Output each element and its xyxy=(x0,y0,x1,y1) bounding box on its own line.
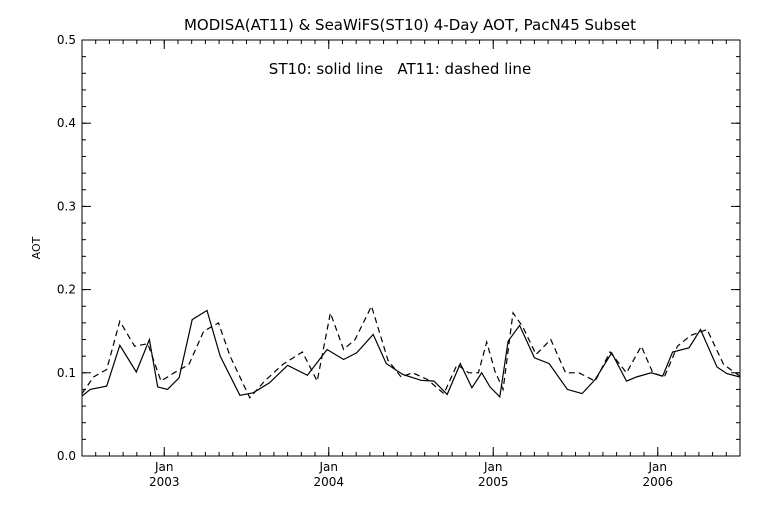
line-style-annotation: ST10: solid line AT11: dashed line xyxy=(269,60,531,78)
x-tick-year-label: 2004 xyxy=(313,475,344,489)
chart-title: MODISA(AT11) & SeaWiFS(ST10) 4-Day AOT, … xyxy=(184,16,636,34)
x-tick-month-label: Jan xyxy=(154,460,174,474)
y-tick-label: 0.3 xyxy=(57,199,76,213)
plot-frame xyxy=(81,39,741,457)
y-tick-label: 0.4 xyxy=(57,116,76,130)
x-tick-year-label: 2006 xyxy=(642,475,673,489)
y-tick-label: 0.5 xyxy=(57,33,76,47)
x-tick-month-label: Jan xyxy=(319,460,339,474)
y-tick-label: 0.2 xyxy=(57,283,76,297)
y-tick-label: 0.0 xyxy=(57,449,76,463)
y-tick-label: 0.1 xyxy=(57,366,76,380)
series-layer xyxy=(81,304,741,399)
x-tick-month-label: Jan xyxy=(648,460,668,474)
x-tick-month-label: Jan xyxy=(483,460,503,474)
st10-solid-series-line xyxy=(81,309,741,399)
x-tick-year-label: 2005 xyxy=(478,475,509,489)
at11-dashed-series-line xyxy=(81,304,741,399)
y-axis-label: AOT xyxy=(30,236,43,259)
x-tick-year-label: 2003 xyxy=(149,475,180,489)
y-axis-ticks: 0.0 0.1 0.2 0.3 0.4 0.5 xyxy=(57,33,740,463)
